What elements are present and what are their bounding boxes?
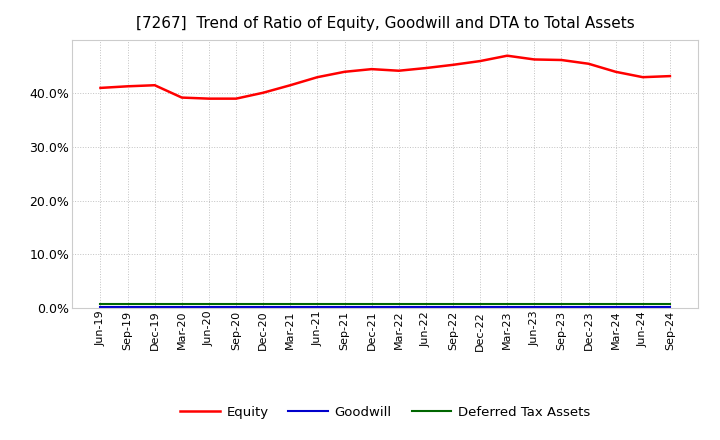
Deferred Tax Assets	[232, 301, 240, 306]
Goodwill	[584, 304, 593, 310]
Deferred Tax Assets	[367, 301, 376, 306]
Equity	[584, 61, 593, 66]
Equity	[367, 66, 376, 72]
Equity	[259, 90, 268, 95]
Deferred Tax Assets	[557, 301, 566, 306]
Goodwill	[421, 304, 430, 310]
Goodwill	[395, 304, 403, 310]
Goodwill	[530, 304, 539, 310]
Equity	[476, 59, 485, 64]
Deferred Tax Assets	[584, 301, 593, 306]
Deferred Tax Assets	[123, 301, 132, 306]
Equity	[123, 84, 132, 89]
Deferred Tax Assets	[178, 301, 186, 306]
Deferred Tax Assets	[96, 301, 105, 306]
Goodwill	[341, 304, 349, 310]
Equity	[286, 83, 294, 88]
Deferred Tax Assets	[421, 301, 430, 306]
Goodwill	[557, 304, 566, 310]
Equity	[313, 74, 322, 80]
Goodwill	[449, 304, 457, 310]
Deferred Tax Assets	[341, 301, 349, 306]
Title: [7267]  Trend of Ratio of Equity, Goodwill and DTA to Total Assets: [7267] Trend of Ratio of Equity, Goodwil…	[136, 16, 634, 32]
Equity	[557, 57, 566, 62]
Deferred Tax Assets	[395, 301, 403, 306]
Equity	[204, 96, 213, 101]
Deferred Tax Assets	[313, 301, 322, 306]
Goodwill	[286, 304, 294, 310]
Goodwill	[96, 304, 105, 310]
Goodwill	[232, 304, 240, 310]
Goodwill	[367, 304, 376, 310]
Equity	[530, 57, 539, 62]
Deferred Tax Assets	[476, 301, 485, 306]
Equity	[639, 74, 647, 80]
Goodwill	[639, 304, 647, 310]
Equity	[150, 83, 159, 88]
Equity	[503, 53, 511, 59]
Deferred Tax Assets	[286, 301, 294, 306]
Legend: Equity, Goodwill, Deferred Tax Assets: Equity, Goodwill, Deferred Tax Assets	[175, 400, 595, 424]
Goodwill	[150, 304, 159, 310]
Goodwill	[204, 304, 213, 310]
Deferred Tax Assets	[204, 301, 213, 306]
Goodwill	[313, 304, 322, 310]
Equity	[665, 73, 674, 79]
Line: Equity: Equity	[101, 56, 670, 99]
Equity	[178, 95, 186, 100]
Deferred Tax Assets	[503, 301, 511, 306]
Deferred Tax Assets	[259, 301, 268, 306]
Deferred Tax Assets	[449, 301, 457, 306]
Deferred Tax Assets	[530, 301, 539, 306]
Equity	[611, 69, 620, 74]
Equity	[96, 85, 105, 91]
Equity	[449, 62, 457, 67]
Equity	[421, 66, 430, 71]
Goodwill	[123, 304, 132, 310]
Deferred Tax Assets	[639, 301, 647, 306]
Deferred Tax Assets	[665, 301, 674, 306]
Goodwill	[665, 304, 674, 310]
Equity	[341, 69, 349, 74]
Deferred Tax Assets	[611, 301, 620, 306]
Goodwill	[178, 304, 186, 310]
Goodwill	[259, 304, 268, 310]
Equity	[395, 68, 403, 73]
Goodwill	[476, 304, 485, 310]
Goodwill	[503, 304, 511, 310]
Deferred Tax Assets	[150, 301, 159, 306]
Equity	[232, 96, 240, 101]
Goodwill	[611, 304, 620, 310]
